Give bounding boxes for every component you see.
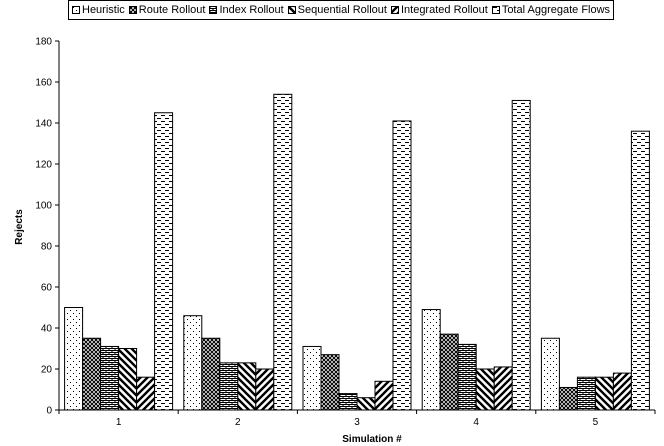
- bar-sequential-rollout-sim-1: [118, 348, 138, 411]
- bar-heuristic-sim-2: [183, 315, 203, 411]
- y-axis-title: Rejects: [14, 209, 25, 245]
- y-tick-label: 140: [35, 119, 52, 130]
- plot-area: 0 20 40 60 80 100 120 140 160 180 1 2 3 4 5: [35, 37, 656, 428]
- legend: Heuristic Route Rollout Index Rollout Seque…: [68, 0, 615, 20]
- y-tick-label: 80: [41, 242, 53, 253]
- y-tick-label: 60: [41, 283, 53, 294]
- bar-integrated-rollout-sim-4: [493, 366, 513, 411]
- legend-swatch: [72, 6, 80, 14]
- bar-route-rollout-sim-3: [320, 354, 340, 411]
- y-tick-label: 180: [35, 37, 52, 48]
- bar-total-aggregate-flows-sim-4: [511, 99, 531, 411]
- bar-index-rollout-sim-1: [100, 345, 120, 411]
- legend-swatch: [128, 6, 137, 14]
- bar-integrated-rollout-sim-1: [136, 376, 156, 411]
- bar-index-rollout-sim-4: [457, 343, 477, 411]
- bar-sequential-rollout-sim-5: [594, 376, 614, 411]
- x-axis-title: Simulation #: [342, 434, 402, 445]
- legend-item: Index Rollout: [209, 4, 284, 16]
- y-tick-label: 100: [35, 201, 52, 212]
- bar-route-rollout-sim-5: [558, 386, 578, 411]
- x-tick-label: 2: [235, 417, 241, 428]
- x-tick-label: 3: [354, 417, 360, 428]
- y-tick-label: 120: [35, 160, 52, 171]
- legend-item: Route Rollout: [128, 4, 206, 16]
- bar-total-aggregate-flows-sim-1: [154, 112, 174, 411]
- legend-item: Integrated Rollout: [390, 4, 488, 16]
- bar-route-rollout-sim-2: [201, 337, 221, 411]
- legend-item: Heuristic: [72, 4, 125, 16]
- legend-label: Heuristic: [82, 4, 125, 16]
- bar-sequential-rollout-sim-3: [356, 397, 376, 411]
- legend-item: Sequential Rollout: [287, 4, 387, 16]
- bar-total-aggregate-flows-sim-2: [273, 93, 293, 411]
- legend-label: Total Aggregate Flows: [501, 4, 611, 16]
- bar-route-rollout-sim-1: [82, 337, 102, 411]
- bar-heuristic-sim-5: [540, 337, 560, 411]
- bar-integrated-rollout-sim-5: [612, 372, 632, 411]
- legend-item: Total Aggregate Flows: [491, 4, 611, 16]
- bar-index-rollout-sim-2: [219, 362, 239, 411]
- y-tick-label: 40: [41, 324, 53, 335]
- bar-integrated-rollout-sim-2: [255, 368, 275, 411]
- y-tick-label: 20: [41, 365, 53, 376]
- legend-label: Index Rollout: [219, 4, 284, 16]
- x-tick-label: 4: [473, 417, 479, 428]
- legend-label: Sequential Rollout: [297, 4, 387, 16]
- legend-swatch: [287, 6, 296, 14]
- y-tick-label: 0: [46, 406, 52, 417]
- bar-heuristic-sim-3: [302, 345, 322, 411]
- bar-total-aggregate-flows-sim-3: [392, 120, 412, 411]
- bar-sequential-rollout-sim-2: [237, 362, 257, 411]
- legend-swatch: [491, 6, 500, 14]
- legend-label: Route Rollout: [138, 4, 206, 16]
- y-tick-label: 160: [35, 78, 52, 89]
- legend-swatch: [390, 6, 399, 14]
- bar-heuristic-sim-4: [421, 309, 441, 411]
- x-tick-label: 5: [593, 417, 599, 428]
- bar-index-rollout-sim-3: [338, 393, 358, 411]
- bar-total-aggregate-flows-sim-5: [630, 130, 650, 411]
- bar-route-rollout-sim-4: [439, 333, 459, 411]
- bar-sequential-rollout-sim-4: [475, 368, 495, 411]
- legend-label: Integrated Rollout: [400, 4, 488, 16]
- bar-index-rollout-sim-5: [576, 376, 596, 411]
- bar-integrated-rollout-sim-3: [374, 380, 394, 411]
- bar-heuristic-sim-1: [64, 307, 84, 411]
- legend-swatch: [209, 6, 218, 14]
- x-tick-label: 1: [116, 417, 122, 428]
